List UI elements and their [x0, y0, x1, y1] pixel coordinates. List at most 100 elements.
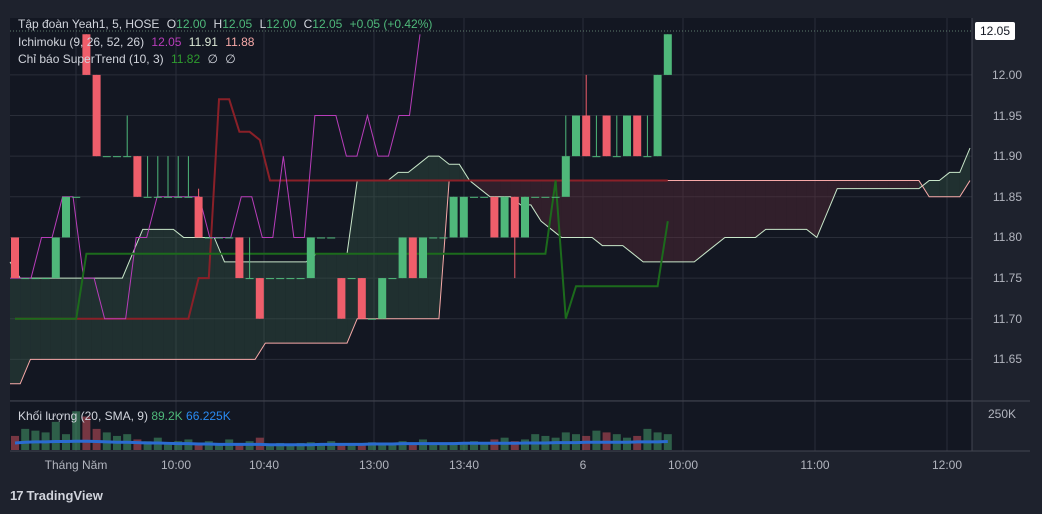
cloud-segment: [132, 229, 143, 360]
ichimoku-value-1: 12.05: [151, 35, 182, 49]
legend-supertrend[interactable]: Chỉ báo SuperTrend (10, 3) 11.82 ∅ ∅: [18, 52, 240, 66]
cloud-segment: [847, 180, 858, 189]
cloud-segment: [929, 180, 940, 197]
volume-bar: [276, 442, 285, 450]
ichimoku-cloud: [10, 148, 970, 384]
cloud-segment: [704, 180, 715, 254]
time-tick-label: 13:00: [358, 458, 390, 472]
cloud-segment: [684, 180, 695, 262]
ichimoku-value-3: 11.88: [225, 35, 255, 49]
candle-body: [500, 196, 509, 238]
volume-bar: [592, 430, 601, 450]
candle-body: [521, 196, 529, 238]
volume-bar: [470, 441, 478, 450]
candle-body: [531, 196, 540, 198]
cloud-segment: [500, 180, 511, 197]
cloud-segment: [673, 180, 685, 262]
candle-body: [194, 196, 203, 238]
candle-body: [51, 237, 60, 279]
tradingview-brand[interactable]: 17 TradingView: [10, 488, 103, 503]
supertrend-value-2: ∅: [207, 52, 218, 66]
candle-body: [398, 237, 407, 279]
volume-value-2: 66.225K: [186, 409, 231, 423]
price-tick-label: 11.95: [992, 108, 1022, 123]
supertrend-label: Chỉ báo SuperTrend (10, 3): [18, 52, 164, 66]
grid: [10, 18, 972, 451]
brand-name: TradingView: [26, 488, 103, 503]
candle-body: [337, 278, 346, 319]
candle-body: [510, 196, 519, 238]
candle-body: [82, 34, 91, 75]
candle-body: [653, 74, 662, 157]
time-tick-label: Tháng Năm: [44, 458, 108, 472]
volume-bar: [296, 442, 305, 450]
time-tick-label: 12:00: [931, 458, 963, 472]
price-tick-label: 11.85: [992, 189, 1022, 204]
price-tick-label: 11.90: [992, 149, 1022, 164]
cloud-segment: [173, 229, 184, 360]
volume-axis-label: 250K: [987, 407, 1016, 421]
cloud-segment: [622, 180, 633, 254]
candle-body: [419, 237, 427, 279]
candle-body: [276, 278, 285, 280]
volume-bar: [378, 444, 387, 450]
candle-body: [11, 237, 19, 279]
time-tick-label: 10:00: [160, 458, 192, 472]
candle-body: [582, 115, 591, 157]
cloud-segment: [234, 261, 245, 360]
candle-body: [327, 237, 336, 239]
cloud-segment: [163, 229, 174, 360]
candle-body: [255, 278, 264, 319]
legend-ichimoku[interactable]: Ichimoku (9, 26, 52, 26) 12.05 11.91 11.…: [18, 35, 258, 49]
volume-bar: [215, 444, 223, 450]
cloud-segment: [193, 237, 205, 360]
price-tick-label: 12.00: [991, 67, 1022, 82]
volume-bar: [174, 441, 183, 450]
price-tick-label: 11.65: [992, 352, 1022, 367]
symbol-title[interactable]: Tập đoàn Yeah1, 5, HOSE: [18, 17, 160, 31]
candle-body: [123, 156, 132, 158]
cloud-segment: [20, 278, 31, 384]
volume-label: Khối lượng (20, SMA, 9): [18, 409, 148, 423]
time-tick-label: 13:40: [448, 458, 480, 472]
cloud-segment: [367, 180, 378, 319]
candle-body: [306, 237, 315, 279]
candle-body: [633, 115, 642, 157]
price-tick-label: 11.80: [992, 230, 1022, 245]
cloud-segment: [265, 261, 276, 344]
volume-bar: [521, 439, 529, 450]
candle-body: [572, 115, 580, 157]
volume-bar: [31, 430, 40, 450]
candle-body: [470, 196, 478, 198]
candle-body: [490, 196, 499, 238]
cloud-segment: [714, 180, 725, 246]
volume-bar: [82, 416, 91, 450]
volume-bar: [194, 442, 203, 450]
candle-body: [286, 278, 295, 280]
volume-bar: [266, 444, 274, 450]
cloud-segment: [806, 180, 817, 238]
cloud-segment: [530, 180, 542, 222]
time-tick-label: 11:00: [800, 458, 830, 472]
candle-body: [449, 196, 458, 238]
volume-bar: [449, 442, 458, 450]
candle-body: [602, 115, 611, 157]
low-value: 12.00: [266, 17, 297, 31]
cloud-segment: [898, 180, 909, 189]
cloud-segment: [204, 237, 215, 360]
volume-bar: [51, 421, 60, 450]
candle-body: [215, 237, 223, 239]
candle-body: [663, 34, 672, 75]
volume-bar: [21, 428, 30, 450]
volume-sma-line: [14, 439, 668, 447]
candle-body: [184, 196, 193, 198]
legend-volume[interactable]: Khối lượng (20, SMA, 9) 89.2K 66.225K: [18, 409, 231, 423]
cloud-segment: [285, 261, 296, 344]
low-label: L: [259, 17, 267, 31]
volume-bar: [429, 442, 438, 450]
candle-body: [623, 115, 631, 157]
candle-body: [347, 278, 356, 280]
volume-bar: [480, 442, 489, 450]
cloud-segment: [755, 180, 766, 238]
